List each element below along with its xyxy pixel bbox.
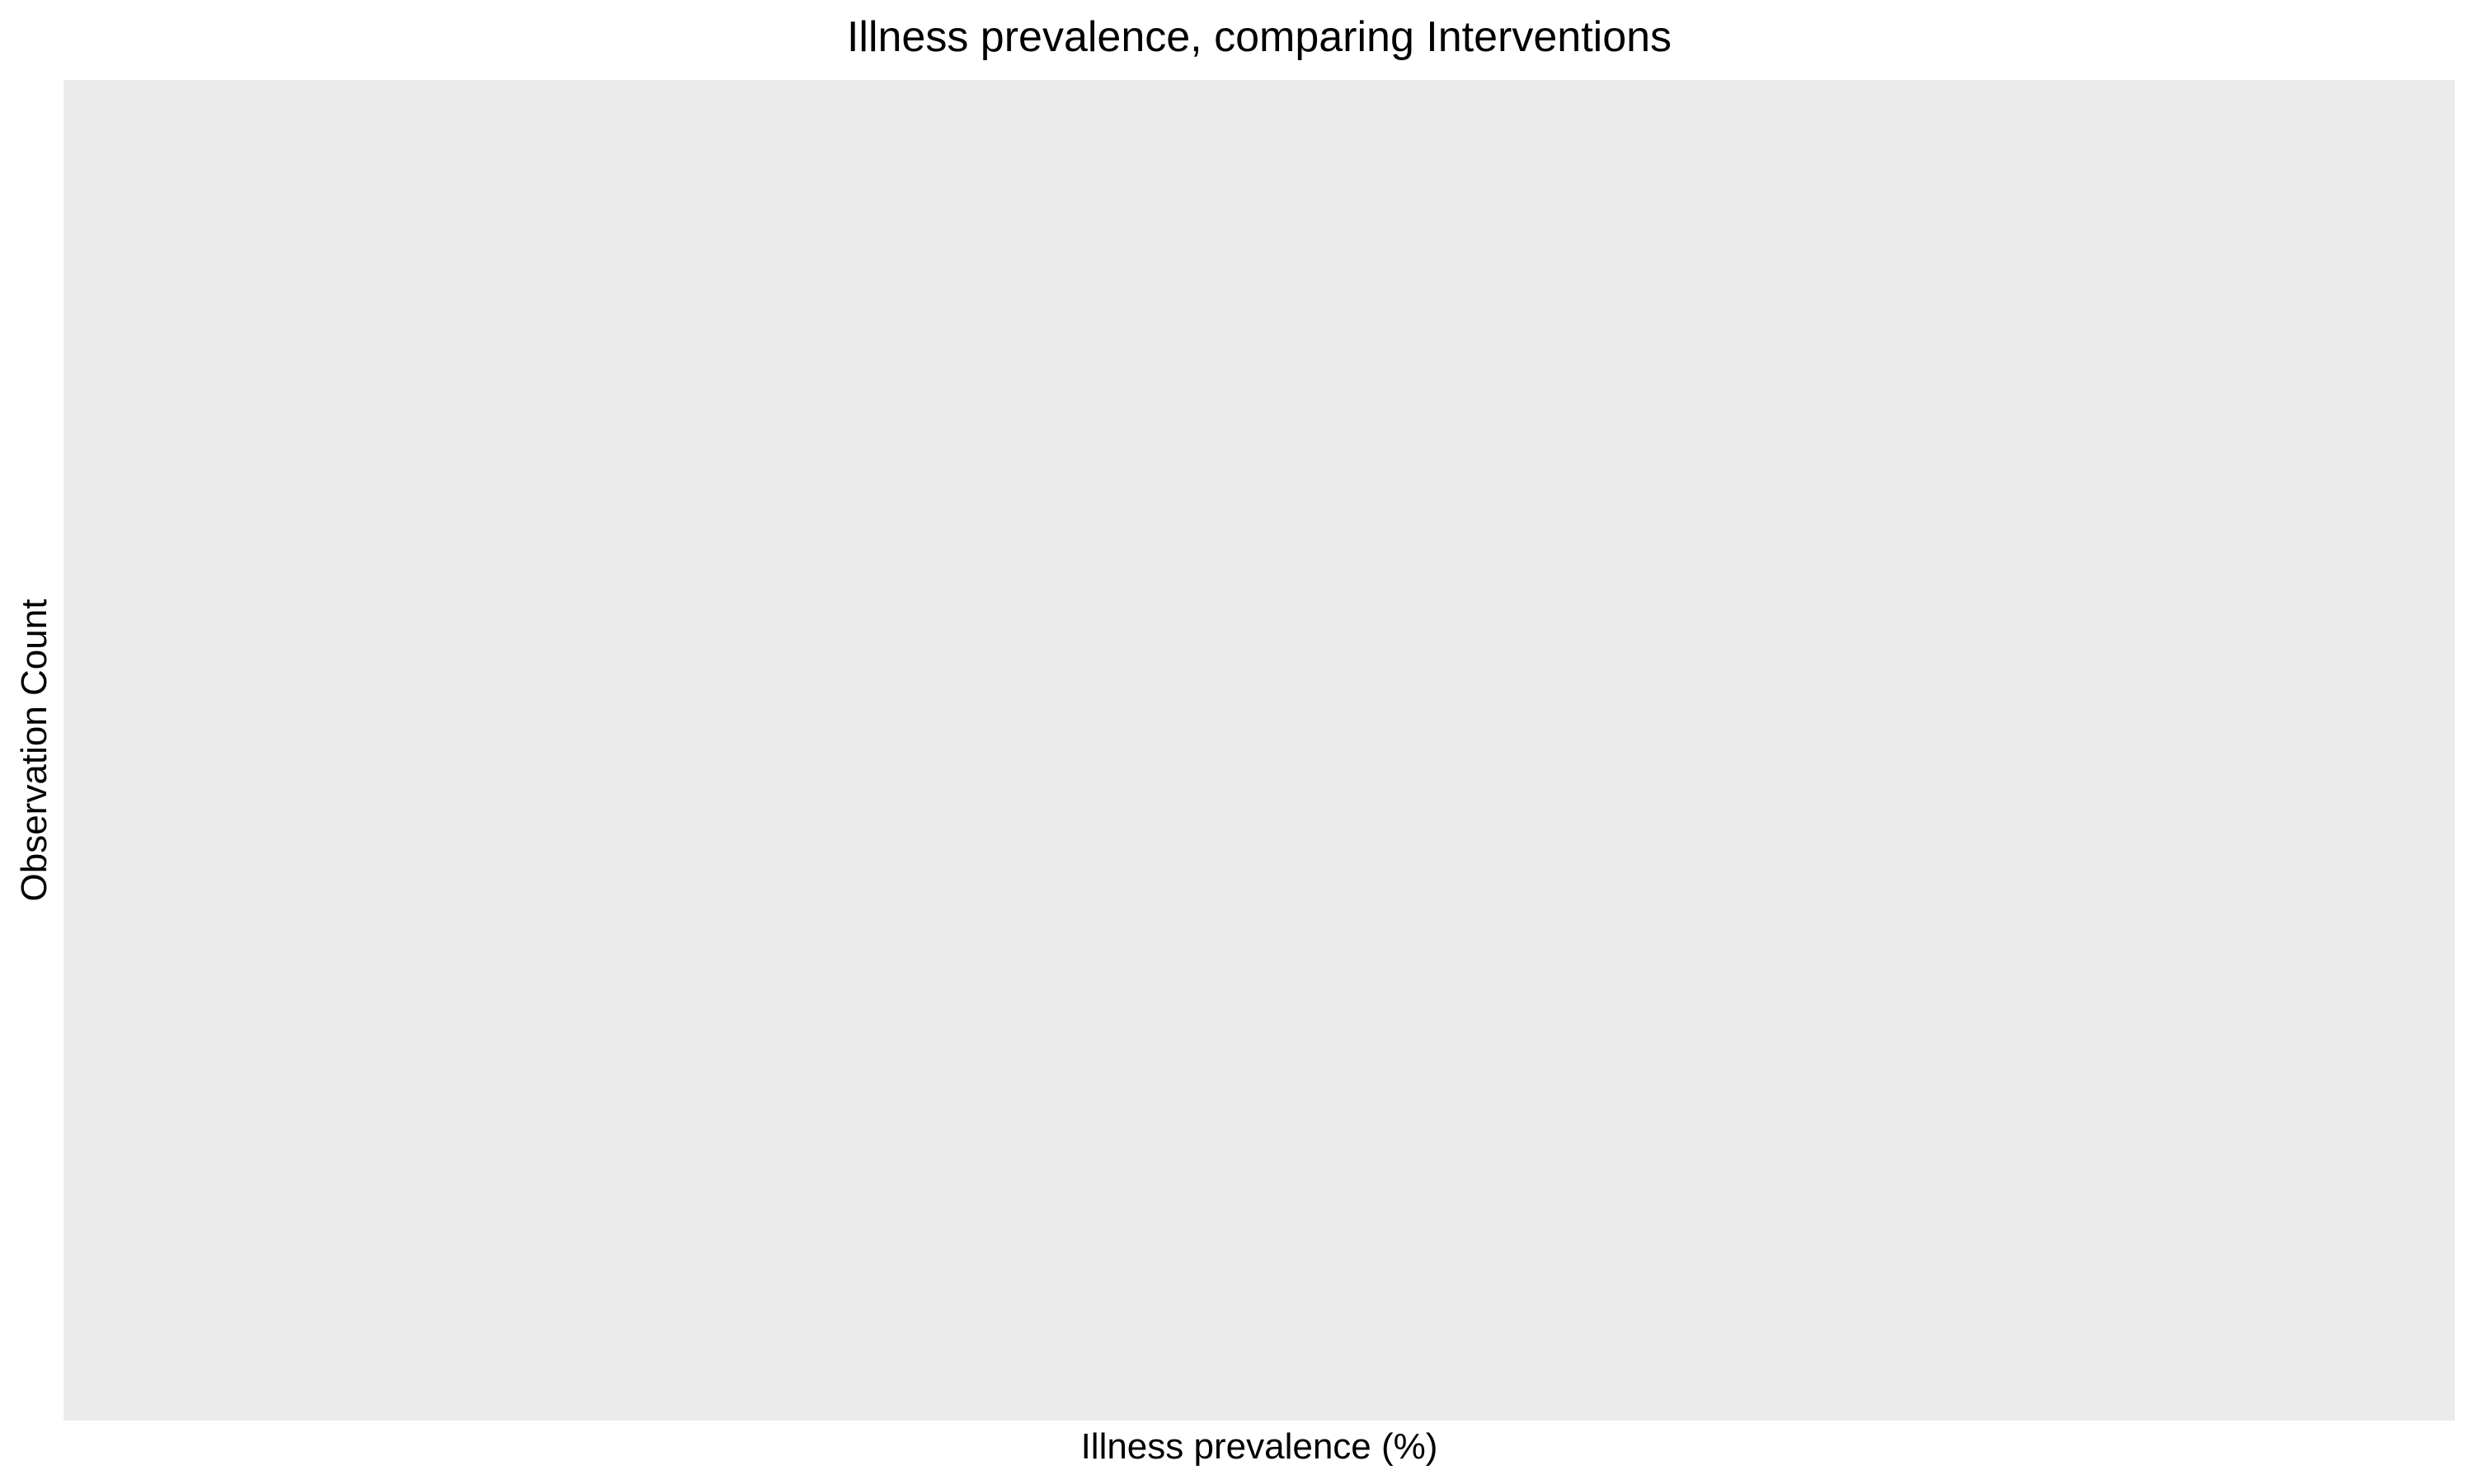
plot-panel xyxy=(63,80,2455,1421)
x-axis-label: Illness prevalence (%) xyxy=(1080,1426,1438,1467)
plot-area xyxy=(63,80,2455,1421)
y-axis-label: Observation Count xyxy=(14,599,54,902)
chart-title: Illness prevalence, comparing Interventi… xyxy=(846,13,1672,61)
y-axis-label-container: Observation Count xyxy=(10,80,59,1421)
